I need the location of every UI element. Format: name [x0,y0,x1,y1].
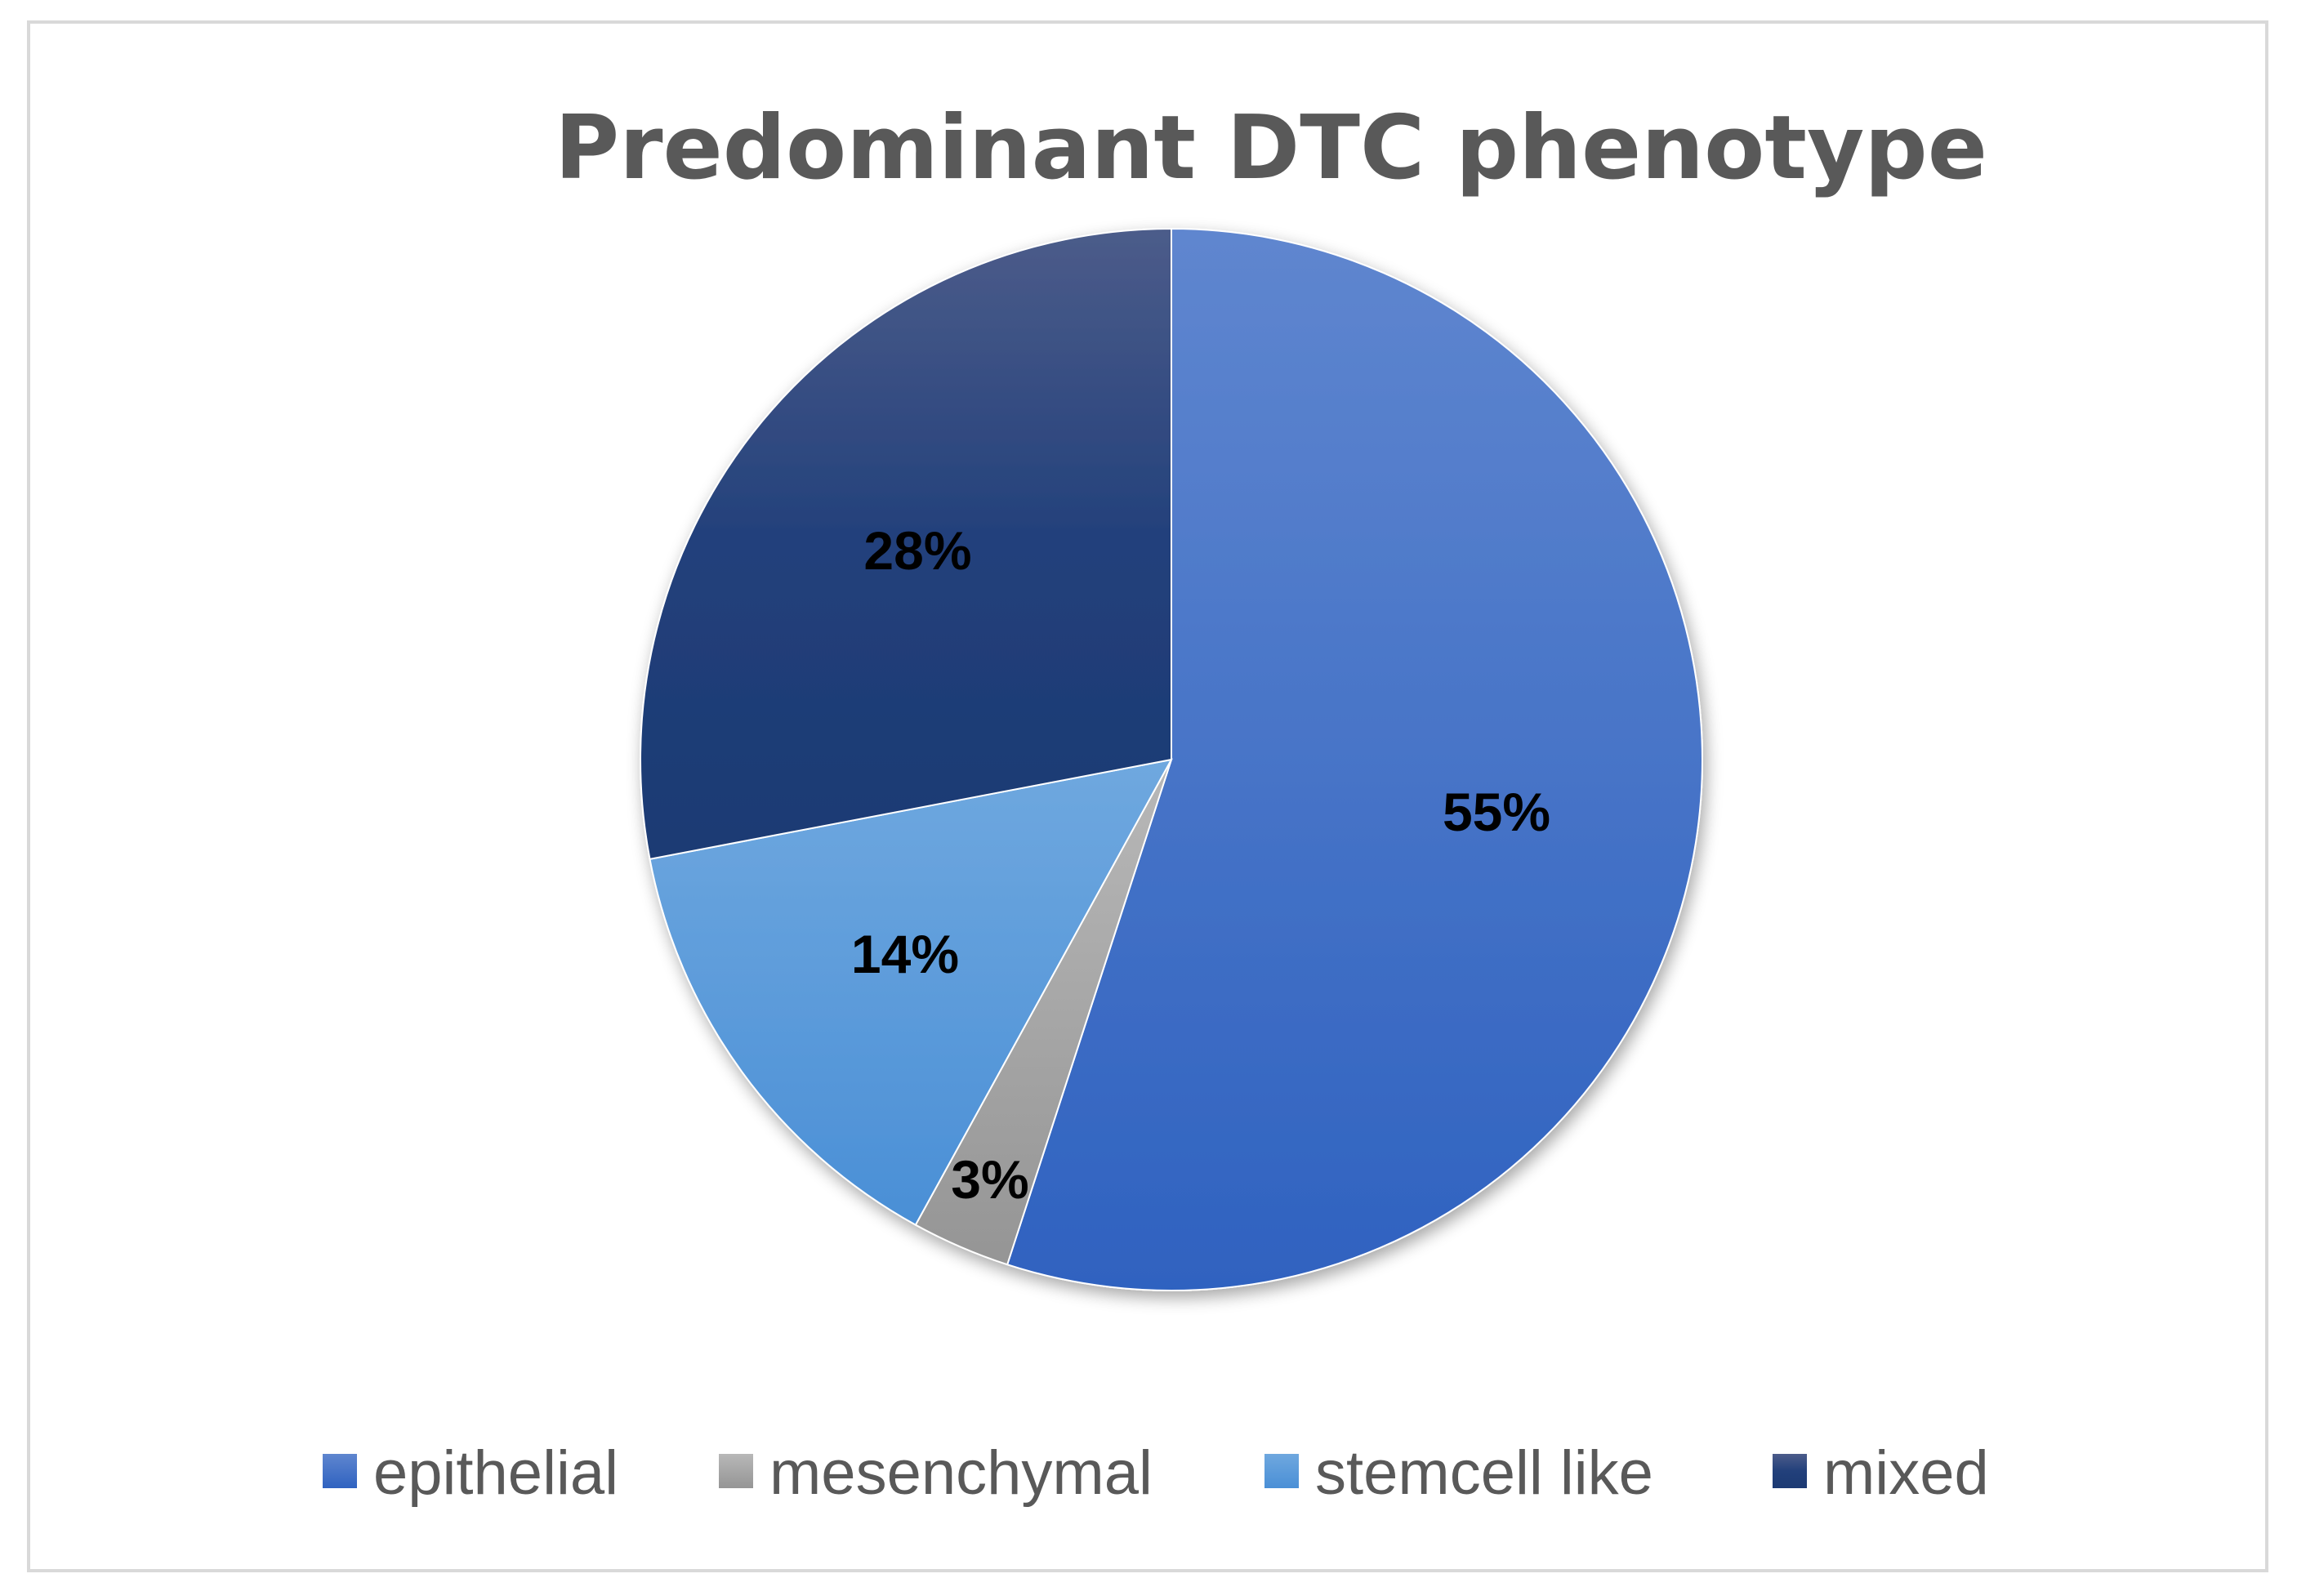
legend-item-epithelial: epithelial [323,1438,618,1508]
pie-slice-mixed [640,227,1172,860]
legend: epithelial mesenchymal stemcell like mixed [323,1438,1989,1508]
pie-slices [640,227,1703,1291]
chart-title: Predominant DTC phenotype [555,97,1987,199]
data-label-stemcell-like: 14% [851,924,959,984]
legend-swatch-stemcell-like [1264,1454,1299,1488]
legend-item-mesenchymal: mesenchymal [719,1438,1153,1508]
pie-slice-stemcell-like [649,758,1173,1226]
pie-slice-epithelial [1006,227,1703,1291]
data-label-epithelial: 55% [1443,782,1550,842]
legend-label-epithelial: epithelial [373,1438,618,1508]
legend-swatch-epithelial [323,1454,357,1488]
legend-label-mixed: mixed [1823,1438,1989,1508]
legend-item-stemcell-like: stemcell like [1264,1438,1653,1508]
data-label-mesenchymal: 3% [951,1149,1028,1210]
legend-label-mesenchymal: mesenchymal [769,1438,1153,1508]
data-label-mixed: 28% [863,520,971,581]
legend-label-stemcell-like: stemcell like [1315,1438,1653,1508]
legend-item-mixed: mixed [1773,1438,1989,1508]
legend-swatch-mixed [1773,1454,1807,1488]
pie-data-labels: 55% 3% 14% 28% [851,520,1550,1210]
legend-swatch-mesenchymal [719,1454,753,1488]
